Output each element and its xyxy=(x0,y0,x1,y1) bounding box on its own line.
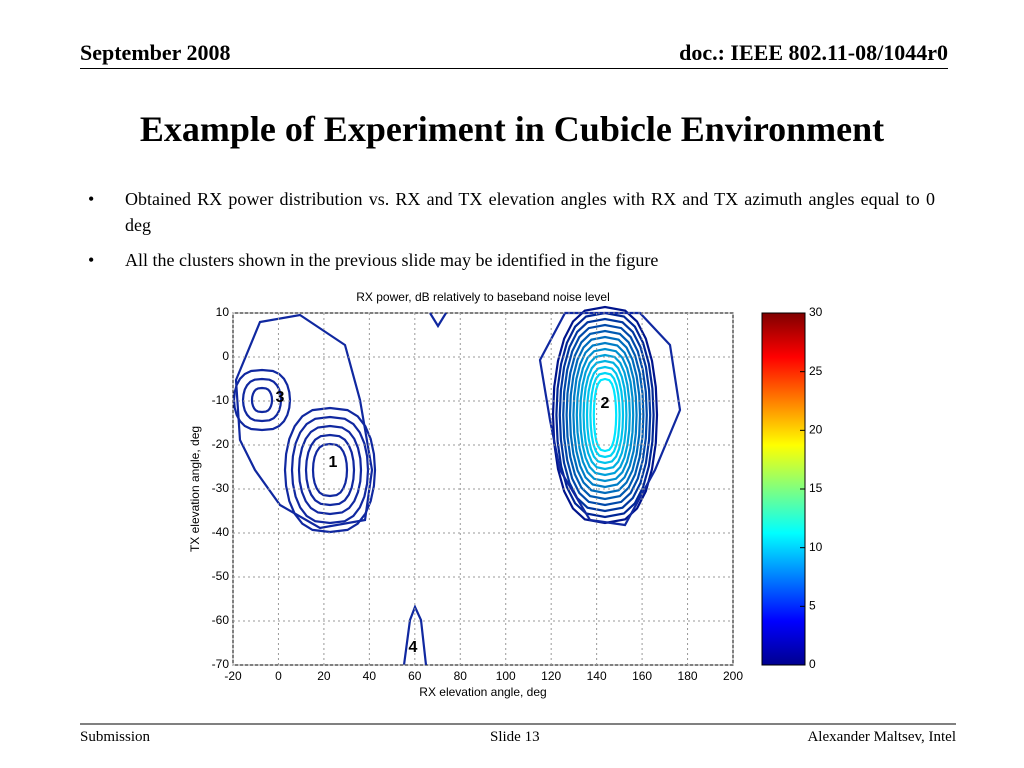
y-tick-label: -50 xyxy=(212,569,230,583)
x-tick-label: 160 xyxy=(632,669,652,683)
contour xyxy=(572,341,638,489)
colorbar-tick-label: 10 xyxy=(809,540,823,554)
colorbar-tick-label: 30 xyxy=(809,305,823,319)
contour xyxy=(297,424,363,516)
contour xyxy=(568,335,642,495)
colorbar xyxy=(761,312,806,666)
y-tick-label: -10 xyxy=(212,393,230,407)
contour xyxy=(575,347,635,483)
x-tick-label: 200 xyxy=(723,669,743,683)
contour xyxy=(555,311,655,519)
contour xyxy=(429,312,447,329)
contour xyxy=(304,433,356,507)
contour xyxy=(551,305,659,525)
colorbar-tick-label: 0 xyxy=(809,657,816,671)
y-tick-label: -70 xyxy=(212,657,230,671)
header-left: September 2008 xyxy=(80,40,231,65)
bullet: Obtained RX power distribution vs. RX an… xyxy=(88,186,935,238)
contour xyxy=(290,415,370,525)
x-tick-label: -20 xyxy=(224,669,242,683)
colorbar-tick-label: 5 xyxy=(809,599,816,613)
contour xyxy=(241,377,283,423)
cluster-label: 2 xyxy=(601,395,610,412)
y-tick-label: -30 xyxy=(212,481,230,495)
x-tick-label: 120 xyxy=(541,669,561,683)
cluster-label: 3 xyxy=(276,389,285,406)
colorbar-tick-label: 20 xyxy=(809,423,823,437)
contour xyxy=(565,329,645,501)
contour xyxy=(250,386,274,414)
cluster-label: 1 xyxy=(329,454,338,471)
contour xyxy=(592,377,618,453)
x-tick-label: 40 xyxy=(363,669,377,683)
contour xyxy=(402,604,428,666)
contour xyxy=(234,313,374,530)
contour xyxy=(558,317,652,513)
contour xyxy=(589,371,621,459)
contours xyxy=(232,305,682,666)
contour xyxy=(311,442,349,498)
contour xyxy=(582,359,628,471)
header-right: doc.: IEEE 802.11-08/1044r0 xyxy=(679,40,948,65)
contour xyxy=(579,353,631,477)
x-tick-label: 20 xyxy=(317,669,331,683)
cluster-label: 4 xyxy=(409,639,418,656)
x-tick-label: 180 xyxy=(678,669,698,683)
x-tick-label: 100 xyxy=(496,669,516,683)
x-tick-label: 60 xyxy=(408,669,422,683)
footer-center: Slide 13 xyxy=(490,729,540,745)
footer-left: Submission xyxy=(80,729,151,745)
x-tick-label: 0 xyxy=(275,669,282,683)
x-tick-label: 80 xyxy=(454,669,468,683)
bullet: All the clusters shown in the previous s… xyxy=(88,247,935,273)
chart-title: RX power, dB relatively to baseband nois… xyxy=(356,290,609,304)
y-tick-label: 0 xyxy=(222,349,229,363)
y-tick-label: -60 xyxy=(212,613,230,627)
y-tick-label: -20 xyxy=(212,437,230,451)
contour xyxy=(283,406,377,534)
x-axis-label: RX elevation angle, deg xyxy=(419,685,546,699)
colorbar-tick-label: 15 xyxy=(809,481,823,495)
x-tick-label: 140 xyxy=(587,669,607,683)
slide-title: Example of Experiment in Cubicle Environ… xyxy=(139,109,885,149)
contour xyxy=(232,368,292,432)
colorbar-tick-label: 25 xyxy=(809,364,823,378)
contour xyxy=(585,365,625,465)
header-rule xyxy=(80,68,948,69)
y-tick-label: -40 xyxy=(212,525,230,539)
contour xyxy=(562,323,648,507)
y-tick-label: 10 xyxy=(216,305,230,319)
footer-right: Alexander Maltsev, Intel xyxy=(807,729,956,745)
y-axis-label: TX elevation angle, deg xyxy=(188,426,202,552)
